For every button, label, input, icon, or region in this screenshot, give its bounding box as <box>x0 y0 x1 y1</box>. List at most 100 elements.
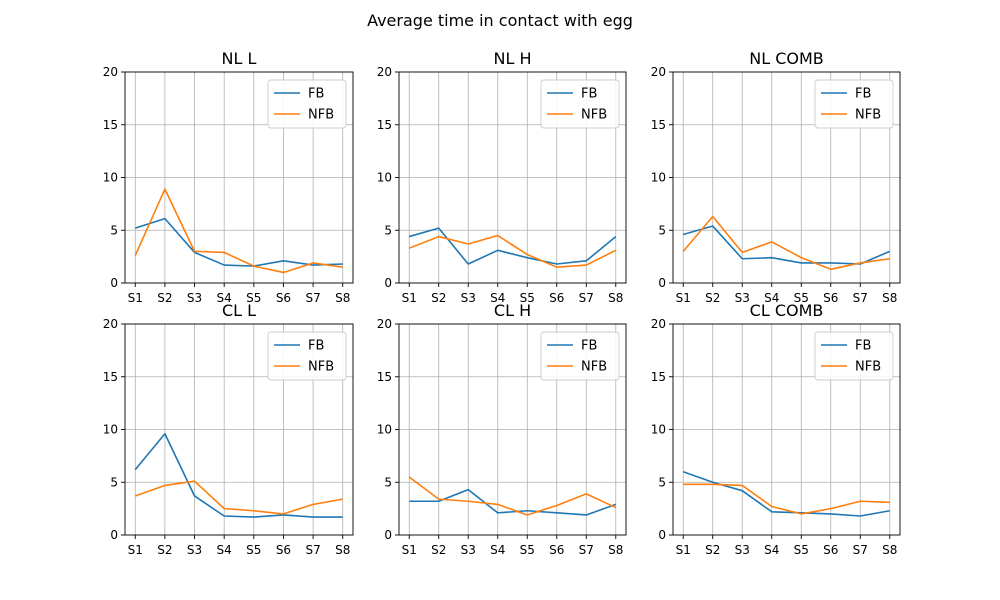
x-tick-label: S2 <box>431 291 446 305</box>
y-tick-label: 20 <box>651 317 666 331</box>
y-tick-label: 0 <box>110 528 118 542</box>
panel-title: NL L <box>222 49 257 68</box>
panel-title: NL COMB <box>749 49 824 68</box>
x-tick-label: S5 <box>520 543 535 557</box>
x-tick-label: S3 <box>735 543 750 557</box>
y-tick-label: 0 <box>110 276 118 290</box>
y-tick-label: 10 <box>651 423 666 437</box>
x-tick-label: S4 <box>764 543 779 557</box>
x-tick-label: S2 <box>705 291 720 305</box>
legend-box <box>540 331 620 381</box>
y-tick-label: 0 <box>384 276 392 290</box>
y-tick-label: 20 <box>651 65 666 79</box>
panel-title: CL H <box>494 301 531 320</box>
x-tick-label: S5 <box>246 291 261 305</box>
panel-2: S1 S2 S3 S4 S5 S6 S7 S8 0 5 10 15 20 NL COMB FB NFB <box>651 49 901 305</box>
y-tick-label: 5 <box>384 223 392 237</box>
x-tick-label: S4 <box>764 291 779 305</box>
y-tick-label: 20 <box>377 65 392 79</box>
x-tick-label: S7 <box>853 543 868 557</box>
legend-box <box>540 79 620 129</box>
x-tick-label: S6 <box>276 543 291 557</box>
panel-title: CL COMB <box>750 301 824 320</box>
legend-label-nfb: NFB <box>581 360 607 375</box>
x-tick-label: S4 <box>217 291 232 305</box>
panel-3: S1 S2 S3 S4 S5 S6 S7 S8 0 5 10 15 20 CL L FB NFB <box>103 301 354 557</box>
y-tick-label: 15 <box>377 118 392 132</box>
legend-label-nfb: NFB <box>308 108 334 123</box>
series-line-nfb <box>683 483 890 515</box>
x-tick-label: S7 <box>579 291 594 305</box>
legend-label-nfb: NFB <box>581 108 607 123</box>
series-line-fb <box>408 227 617 265</box>
y-tick-label: 15 <box>377 370 392 384</box>
y-tick-label: 10 <box>651 171 666 185</box>
panel-title: CL L <box>222 301 256 320</box>
y-tick-label: 20 <box>377 317 392 331</box>
x-tick-label: S6 <box>823 543 838 557</box>
legend-label-fb: FB <box>581 87 597 102</box>
legend-label-fb: FB <box>308 87 324 102</box>
x-tick-label: S1 <box>128 291 143 305</box>
series-line-fb <box>134 432 343 518</box>
series-line-nfb <box>408 234 617 268</box>
x-tick-label: S5 <box>794 543 809 557</box>
x-tick-label: S7 <box>305 291 320 305</box>
panels: S1 S2 S3 S4 S5 S6 S7 S8 0 5 10 15 20 NL L FB NFB S1 S2 S3 S… <box>103 49 901 557</box>
panel-title: NL H <box>494 49 532 68</box>
legend-label-nfb: NFB <box>308 360 334 375</box>
y-tick-label: 5 <box>110 223 118 237</box>
x-tick-label: S3 <box>461 543 476 557</box>
x-tick-label: S3 <box>187 291 202 305</box>
x-tick-label: S2 <box>157 543 172 557</box>
y-tick-label: 0 <box>658 528 666 542</box>
x-tick-label: S1 <box>128 543 143 557</box>
y-tick-label: 15 <box>651 118 666 132</box>
x-tick-label: S8 <box>608 291 623 305</box>
panel-1: S1 S2 S3 S4 S5 S6 S7 S8 0 5 10 15 20 NL H FB NFB <box>377 49 627 305</box>
x-tick-label: S8 <box>882 543 897 557</box>
legend-label-nfb: NFB <box>855 360 881 375</box>
x-tick-label: S2 <box>705 543 720 557</box>
figure-title: Average time in contact with egg <box>367 11 633 30</box>
y-tick-label: 5 <box>384 475 392 489</box>
x-tick-label: S3 <box>187 543 202 557</box>
y-tick-label: 0 <box>658 276 666 290</box>
y-tick-label: 20 <box>103 65 118 79</box>
legend-label-fb: FB <box>581 339 597 354</box>
x-tick-label: S7 <box>853 291 868 305</box>
legend-label-nfb: NFB <box>855 108 881 123</box>
x-tick-label: S8 <box>335 291 350 305</box>
y-tick-label: 15 <box>651 370 666 384</box>
legend-label-fb: FB <box>308 339 324 354</box>
x-tick-label: S5 <box>520 291 535 305</box>
x-tick-label: S1 <box>676 291 691 305</box>
x-tick-label: S3 <box>735 291 750 305</box>
panel-0: S1 S2 S3 S4 S5 S6 S7 S8 0 5 10 15 20 NL L FB NFB <box>103 49 354 305</box>
y-tick-label: 15 <box>103 118 118 132</box>
x-tick-label: S1 <box>402 291 417 305</box>
y-tick-label: 10 <box>103 423 118 437</box>
series-line-fb <box>682 470 890 517</box>
x-tick-label: S1 <box>676 543 691 557</box>
panel-5: S1 S2 S3 S4 S5 S6 S7 S8 0 5 10 15 20 CL COMB FB NFB <box>651 301 901 557</box>
x-tick-label: S7 <box>579 543 594 557</box>
series-line-nfb <box>408 476 617 516</box>
x-tick-label: S6 <box>276 291 291 305</box>
y-tick-label: 10 <box>377 423 392 437</box>
legend-box <box>814 79 894 129</box>
y-tick-label: 10 <box>103 171 118 185</box>
y-tick-label: 20 <box>103 317 118 331</box>
x-tick-label: S5 <box>794 291 809 305</box>
legend-box <box>267 331 347 381</box>
legend-box <box>267 79 347 129</box>
series-line-nfb <box>134 480 343 515</box>
y-tick-label: 10 <box>377 171 392 185</box>
legend-label-fb: FB <box>855 87 871 102</box>
y-tick-label: 5 <box>658 223 666 237</box>
series-line-nfb <box>134 188 343 274</box>
x-tick-label: S6 <box>549 291 564 305</box>
x-tick-label: S5 <box>246 543 261 557</box>
x-tick-label: S6 <box>549 543 564 557</box>
